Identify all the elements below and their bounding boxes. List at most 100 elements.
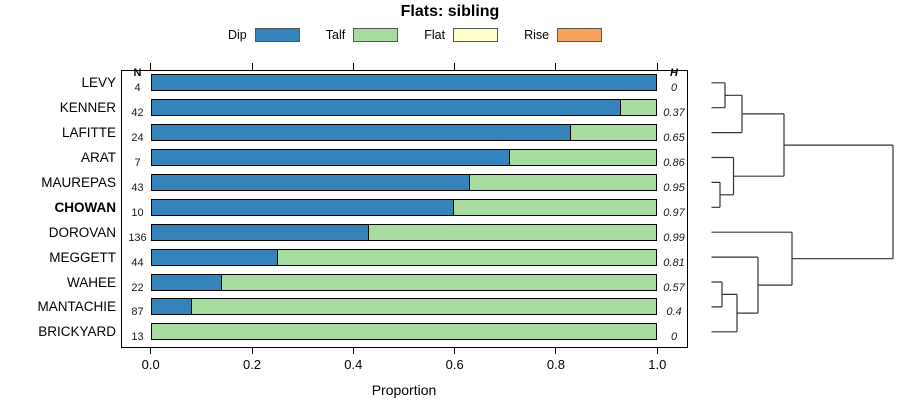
category-label: WAHEE [66,274,116,290]
bar [150,198,658,216]
bar-segment-dip [151,150,510,165]
bar-segment-talf [570,125,657,141]
x-tick-bottom [150,347,152,354]
chart-title: Flats: sibling [400,3,500,20]
plot-frame [121,70,688,348]
x-tick-label: 0.8 [546,357,565,372]
bar [150,74,658,92]
bar-segment-talf [469,174,657,190]
h-value: 0.57 [663,281,685,294]
category-label: MANTACHIE [37,299,116,315]
bar [150,248,658,266]
n-value: 136 [128,231,147,244]
bar [150,149,658,166]
bar-segment-talf [151,324,657,340]
bar [150,273,658,291]
bar-segment-dip [151,100,621,116]
bar [150,99,658,117]
bar-segment-talf [277,249,657,265]
bar-segment-talf [620,100,657,116]
category-label: MEGGETT [49,249,116,265]
legend-entry-talf: Talf [325,28,399,42]
bar-segment-dip [151,75,657,91]
bar-segment-dip [151,274,223,290]
legend-label: Rise [524,28,550,42]
h-value: 0.4 [666,306,682,319]
bar-segment-talf [222,274,657,290]
legend-swatch [557,28,603,42]
h-value: 0.37 [663,107,685,120]
legend-swatch [254,28,300,42]
n-value: 43 [131,181,144,194]
x-tick-top [454,63,456,70]
category-label: BRICKYARD [38,324,116,340]
category-label: MAUREPAS [41,174,116,190]
x-tick-top [251,63,253,70]
n-value: 87 [131,306,144,319]
x-tick-top [555,63,557,70]
n-column-header: N [133,67,142,79]
n-value: 7 [134,157,141,169]
category-label: LAFITTE [61,125,116,141]
bar-segment-dip [151,299,193,315]
bar [150,223,658,241]
category-label: CHOWAN [54,199,117,215]
legend: Dip Talf Flat Rise [228,28,603,42]
bar-segment-dip [151,125,571,141]
category-label: LEVY [81,75,116,91]
bar [150,124,658,142]
category-label: DOROVAN [48,224,116,240]
x-tick-bottom [454,347,456,354]
x-tick-top [150,63,152,70]
x-tick-bottom [251,347,253,354]
bar-segment-dip [151,174,470,190]
legend-swatch [453,28,499,42]
x-tick-label: 1.0 [648,357,667,372]
h-value: 0.99 [663,231,685,244]
x-tick-label: 0.0 [141,357,160,372]
n-value: 44 [131,256,144,269]
x-tick-bottom [555,347,557,354]
legend-label: Dip [228,28,247,42]
legend-label: Flat [424,28,446,42]
x-axis-label: Proportion [371,382,437,398]
dendrogram [711,82,894,333]
category-label: KENNER [59,100,116,116]
bar-segment-talf [454,199,657,215]
h-value: 0.95 [663,181,685,194]
x-tick-label: 0.6 [445,357,464,372]
bar-segment-talf [192,299,657,315]
h-value: 0.65 [663,132,685,145]
n-value: 42 [131,107,144,120]
legend-entry-dip: Dip [228,28,300,42]
bar-segment-dip [151,199,455,215]
x-tick-label: 0.4 [344,357,363,372]
bar [150,323,658,341]
legend-entry-flat: Flat [424,28,499,42]
n-value: 10 [131,206,144,219]
x-tick-top [352,63,354,70]
x-tick-label: 0.2 [242,357,262,372]
h-value: 0.81 [663,256,685,269]
x-tick-top [656,63,658,70]
n-value: 24 [131,132,144,145]
dendrogram-lines [711,82,894,333]
bar-segment-dip [151,249,278,265]
bar-segment-talf [509,150,657,165]
legend-swatch [353,28,399,42]
legend-label: Talf [325,28,346,42]
h-value: 0 [670,82,678,95]
h-value: 0.86 [663,157,685,169]
h-value: 0.97 [663,206,685,219]
category-label: ARAT [80,150,116,165]
x-tick-bottom [656,347,658,354]
n-value: 4 [134,82,141,95]
bar-segment-dip [151,224,369,240]
n-value: 13 [131,331,144,344]
bar [150,173,658,191]
bar [150,298,658,316]
n-value: 22 [131,281,144,294]
legend-entry-rise: Rise [524,28,603,42]
bar-segment-talf [368,224,657,240]
